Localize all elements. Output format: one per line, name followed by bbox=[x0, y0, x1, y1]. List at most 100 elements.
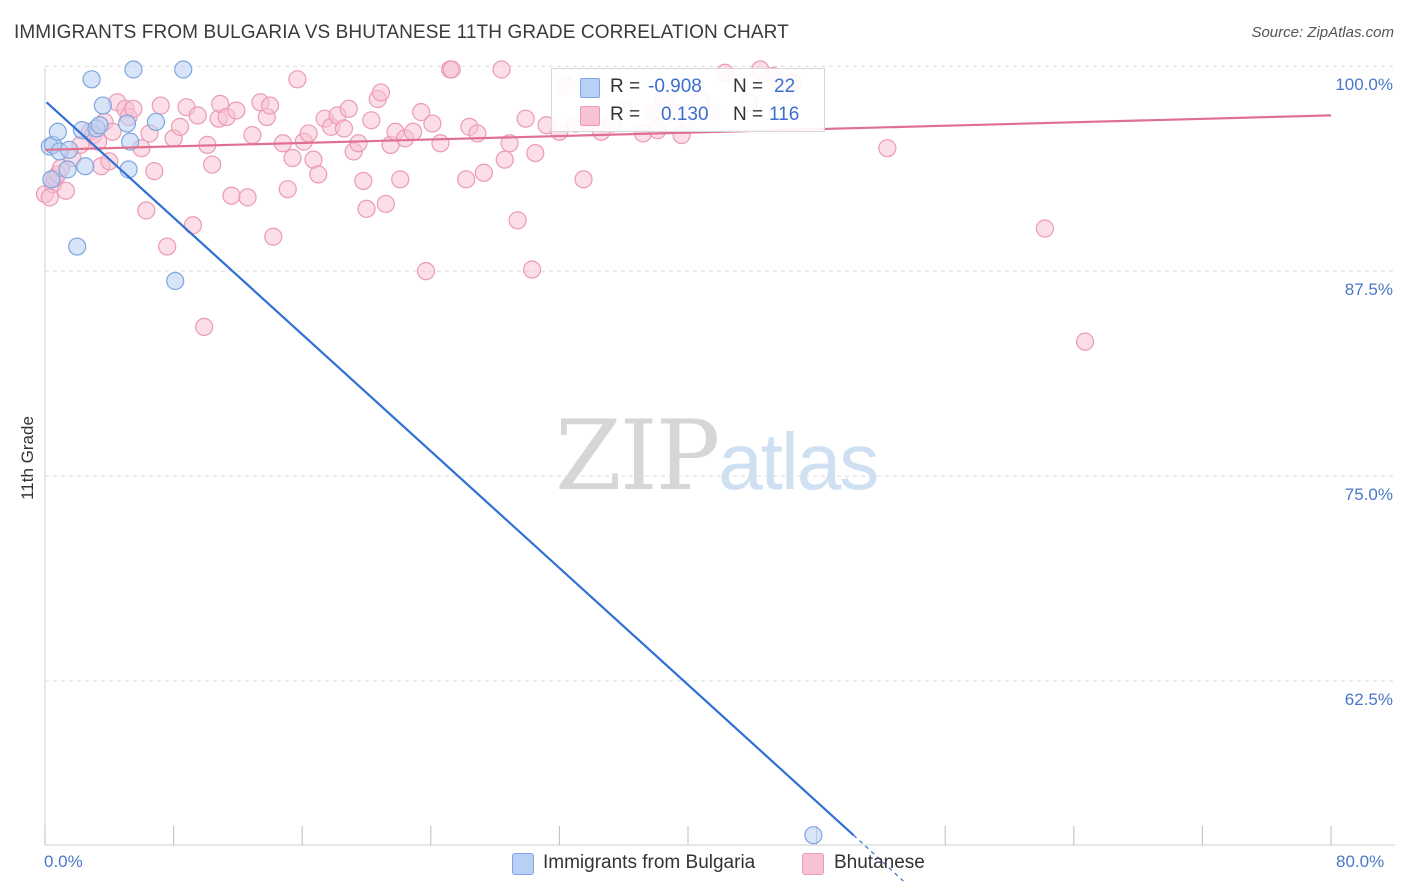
bhutanese-point bbox=[404, 122, 423, 141]
y-tick-label: 62.5% bbox=[1345, 690, 1393, 709]
bottom-legend-bulgaria: Immigrants from Bulgaria bbox=[543, 852, 756, 873]
bhutanese-point bbox=[431, 134, 450, 153]
bhutanese-point bbox=[878, 139, 897, 158]
bhutanese-point bbox=[238, 188, 257, 207]
legend-row-bulgaria: R = -0.908 N = 22 bbox=[552, 72, 824, 98]
watermark-zip: ZIP bbox=[555, 400, 720, 512]
bulgaria-point bbox=[76, 157, 95, 176]
bhutanese-point bbox=[283, 148, 302, 168]
bhutanese-point bbox=[492, 60, 511, 79]
legend-n-key: N = bbox=[733, 76, 764, 97]
bhutanese-point bbox=[309, 165, 328, 184]
bulgaria-point bbox=[48, 122, 67, 141]
bhutanese-point bbox=[516, 109, 535, 128]
bhutanese-point bbox=[474, 163, 493, 182]
bhutanese-point bbox=[56, 181, 75, 200]
chart-title: IMMIGRANTS FROM BULGARIA VS BHUTANESE 11… bbox=[14, 22, 789, 43]
bhutanese-point bbox=[495, 150, 514, 169]
x-tick-label-min: 0.0% bbox=[44, 852, 83, 871]
bulgaria-point bbox=[117, 114, 137, 133]
bulgaria-points bbox=[40, 60, 823, 845]
bulgaria-point bbox=[174, 60, 193, 79]
bulgaria-point bbox=[42, 170, 61, 189]
legend-r-key: R = bbox=[610, 104, 641, 125]
bulgaria-point bbox=[166, 271, 185, 291]
bhutanese-point bbox=[354, 171, 373, 191]
bulgaria-point bbox=[124, 60, 143, 79]
legend-swatch-bulgaria bbox=[580, 78, 600, 98]
bhutanese-point bbox=[158, 237, 177, 256]
bhutanese-point bbox=[500, 134, 519, 153]
bhutanese-trend-line bbox=[44, 114, 1332, 151]
bhutanese-point bbox=[357, 199, 376, 218]
bhutanese-point bbox=[362, 111, 381, 130]
bulgaria-point bbox=[121, 132, 140, 151]
bhutanese-point bbox=[334, 119, 354, 138]
bhutanese-point bbox=[222, 186, 241, 205]
bhutanese-point bbox=[1035, 219, 1054, 238]
axes bbox=[44, 68, 1395, 846]
bhutanese-point bbox=[423, 114, 442, 133]
legend-r-value: -0.908 bbox=[648, 76, 702, 97]
bulgaria-point bbox=[82, 70, 101, 89]
bhutanese-point bbox=[137, 201, 156, 220]
bhutanese-point bbox=[442, 60, 461, 79]
y-tick-label: 87.5% bbox=[1345, 280, 1393, 299]
bottom-legend-swatch-bulgaria bbox=[512, 853, 534, 875]
bhutanese-point bbox=[349, 134, 368, 153]
bhutanese-point bbox=[195, 317, 214, 336]
watermark: ZIPatlas bbox=[555, 400, 879, 512]
bhutanese-point bbox=[391, 170, 410, 189]
bhutanese-point bbox=[376, 194, 395, 214]
bulgaria-point bbox=[90, 116, 109, 135]
legend-row-bhutanese: R = 0.130 N = 116 bbox=[552, 100, 824, 126]
bottom-legend-swatch-bhutanese bbox=[802, 853, 824, 875]
bhutanese-point bbox=[151, 96, 170, 115]
legend-n-value: 116 bbox=[769, 104, 800, 125]
bhutanese-point bbox=[145, 162, 164, 181]
bhutanese-point bbox=[522, 260, 542, 279]
y-tick-label: 75.0% bbox=[1345, 485, 1393, 504]
tick-labels: 100.0% 87.5% 75.0% 62.5% bbox=[1335, 75, 1393, 709]
bhutanese-point bbox=[288, 70, 307, 89]
y-tick-label: 100.0% bbox=[1335, 75, 1393, 94]
bulgaria-trend-extension bbox=[853, 834, 904, 882]
bhutanese-point bbox=[1075, 332, 1095, 351]
bulgaria-point bbox=[68, 237, 87, 256]
bulgaria-point bbox=[804, 826, 823, 845]
bhutanese-point bbox=[508, 211, 527, 230]
grid-lines bbox=[45, 65, 1395, 682]
bhutanese-point bbox=[260, 96, 280, 115]
bottom-legend-bhutanese: Bhutanese bbox=[834, 852, 925, 873]
bhutanese-point bbox=[188, 106, 207, 125]
legend-n-key: N = bbox=[733, 104, 764, 125]
bhutanese-point bbox=[227, 101, 246, 120]
bhutanese-point bbox=[243, 125, 262, 145]
trend-lines bbox=[44, 101, 1332, 882]
bhutanese-point bbox=[264, 227, 283, 246]
bulgaria-trend-line bbox=[45, 101, 855, 836]
legend-r-value: 0.130 bbox=[661, 104, 709, 125]
bhutanese-point bbox=[299, 124, 318, 143]
bhutanese-point bbox=[371, 83, 391, 102]
source-label: Source: ZipAtlas.com bbox=[1251, 24, 1394, 41]
legend-swatch-bhutanese bbox=[580, 106, 600, 126]
x-tick-label-max: 80.0% bbox=[1336, 852, 1385, 871]
bulgaria-point bbox=[58, 160, 77, 179]
bhutanese-point bbox=[100, 152, 119, 171]
bhutanese-point bbox=[40, 188, 59, 207]
bhutanese-point bbox=[203, 155, 222, 174]
bulgaria-point bbox=[93, 96, 112, 115]
bhutanese-point bbox=[416, 262, 436, 281]
bhutanese-point bbox=[412, 103, 431, 122]
bhutanese-point bbox=[574, 170, 593, 189]
bhutanese-point bbox=[170, 117, 190, 136]
legend-n-value: 22 bbox=[774, 76, 796, 97]
legend-r-key: R = bbox=[610, 76, 641, 97]
bhutanese-point bbox=[278, 180, 297, 199]
bhutanese-point bbox=[457, 170, 476, 189]
stats-legend: R = -0.908 N = 22 R = 0.130 N = 116 bbox=[551, 68, 825, 132]
watermark-atlas: atlas bbox=[718, 417, 879, 506]
bhutanese-point bbox=[526, 143, 545, 163]
